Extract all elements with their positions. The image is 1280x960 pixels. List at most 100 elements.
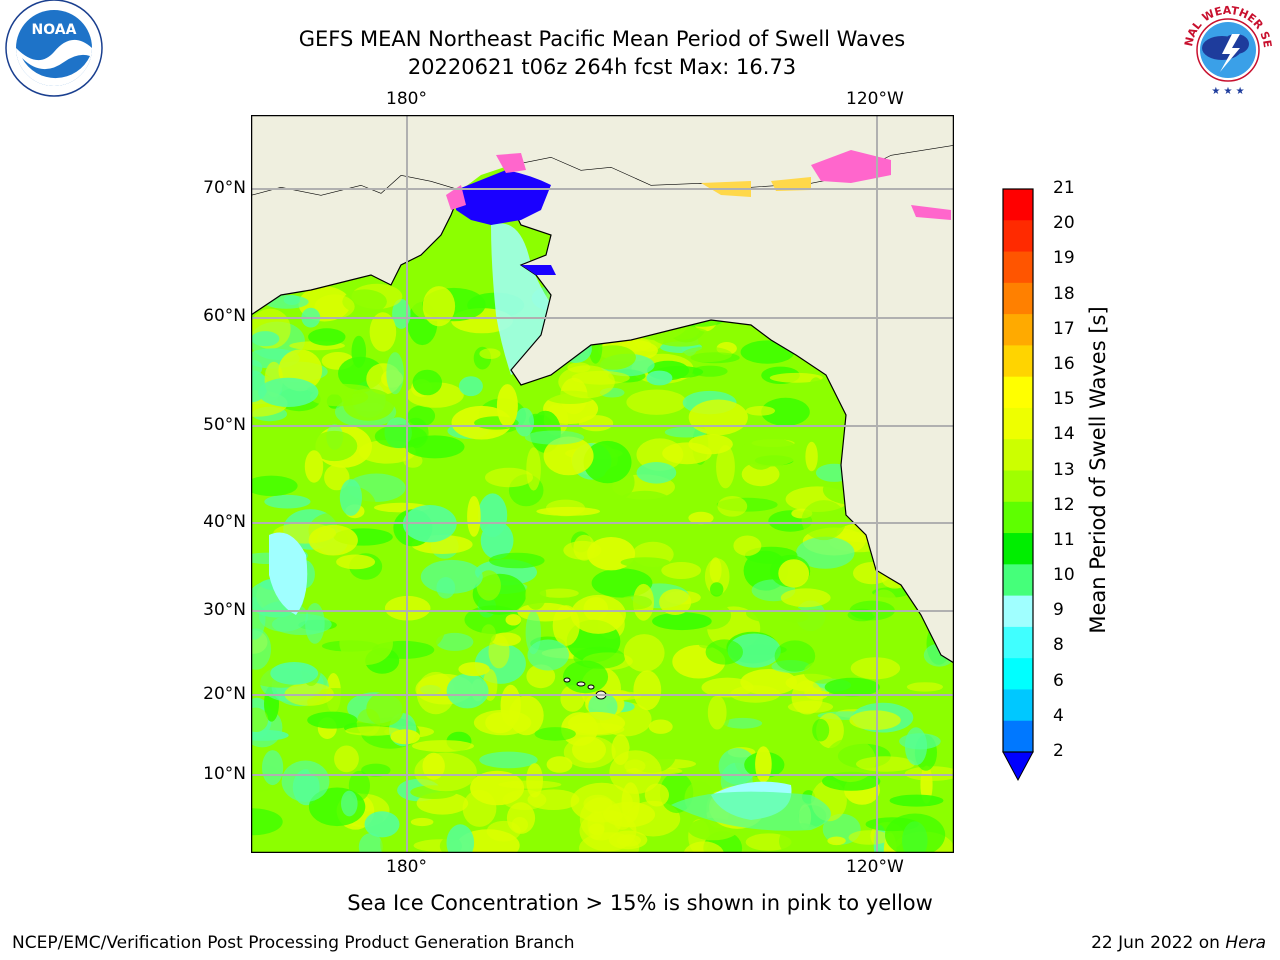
field-blotch [539, 588, 579, 598]
field-blotch [803, 660, 843, 684]
field-blotch [361, 763, 391, 777]
colorbar-segment [1003, 282, 1033, 315]
field-blotch [812, 718, 830, 742]
colorbar-segment [1003, 533, 1033, 565]
footer-date: 22 Jun 2022 on Hera [1091, 933, 1266, 953]
colorbar-tick-label: 19 [1053, 248, 1075, 269]
field-blotch [314, 294, 355, 319]
chart-subtitle: 20220621 t06z 264h fcst Max: 16.73 [407, 55, 797, 79]
field-blotch [485, 467, 533, 488]
field-blotch [281, 760, 330, 802]
field-blotch [341, 790, 358, 817]
field-blotch [526, 763, 543, 798]
field-blotch [761, 397, 810, 426]
field-blotch [904, 766, 954, 781]
field-blotch [615, 490, 674, 519]
colorbar-segment [1003, 189, 1033, 221]
field-blotch [534, 727, 576, 741]
field-blotch [506, 802, 536, 834]
svg-text:★ ★ ★: ★ ★ ★ [1211, 86, 1244, 97]
field-blotch [781, 611, 809, 623]
field-blotch [717, 496, 748, 517]
chart-title: GEFS MEAN Northeast Pacific Mean Period … [298, 27, 906, 51]
field-blotch [741, 462, 780, 487]
field-blotch [407, 405, 436, 427]
colorbar-tick-label: 14 [1053, 424, 1075, 445]
field-blotch [583, 440, 632, 484]
colorbar-segment [1003, 626, 1033, 659]
sea-ice-pink-4 [911, 205, 951, 220]
field-blotch [462, 789, 497, 827]
field-blotch [567, 362, 591, 373]
field-blotch [646, 370, 673, 386]
field-blotch [579, 810, 637, 852]
field-blotch [620, 557, 670, 568]
field-blotch [307, 711, 358, 729]
field-blotch [496, 384, 518, 428]
field-blotch [778, 559, 810, 588]
field-blotch [824, 677, 880, 697]
field-blotch [481, 624, 496, 644]
field-blotch [251, 808, 283, 836]
field-blotch [304, 450, 324, 483]
field-blotch [570, 594, 626, 634]
field-blotch [716, 445, 735, 489]
field-blotch [848, 830, 891, 845]
colorbar-tick-label: 8 [1053, 635, 1064, 656]
field-blotch [701, 677, 754, 698]
field-blotch [264, 494, 311, 509]
field-blotch [251, 475, 298, 496]
field-blotch [688, 511, 714, 525]
field-blotch [745, 406, 776, 416]
field-blotch [410, 817, 434, 827]
colorbar-extend-arrow [1002, 751, 1034, 782]
lon-label-top-120w: 120°W [846, 89, 904, 109]
lat-label-20n: 20°N [203, 684, 246, 704]
arctic-deep-blue [456, 170, 551, 225]
field-blotch [479, 751, 538, 769]
field-blotch [478, 493, 508, 538]
field-blotch [543, 436, 594, 476]
field-blotch [568, 711, 626, 735]
field-blotch [339, 582, 367, 594]
field-blotch [636, 462, 677, 484]
lat-label-60n: 60°N [203, 306, 246, 326]
footer-credit: NCEP/EMC/Verification Post Processing Pr… [12, 933, 575, 953]
colorbar-segment [1003, 251, 1033, 284]
colorbar-tick-label: 2 [1053, 741, 1064, 761]
field-blotch [258, 377, 319, 407]
field-blotch [308, 328, 346, 346]
field-blotch [661, 562, 702, 579]
field-blotch [727, 633, 781, 668]
west-cyan-patch [269, 532, 308, 615]
field-blotch [491, 632, 521, 647]
field-blotch [369, 312, 397, 352]
colorbar-segment [1003, 595, 1033, 628]
field-blotch [485, 712, 515, 734]
field-blotch [392, 298, 411, 329]
field-blotch [562, 660, 609, 694]
field-blotch [345, 726, 401, 736]
field-blotch [525, 580, 547, 610]
field-blotch [439, 460, 477, 489]
field-blotch [422, 752, 445, 780]
field-blotch [648, 719, 673, 734]
colorbar-segment [1003, 564, 1033, 597]
field-blotch [324, 464, 350, 491]
field-blotch [467, 496, 481, 537]
field-blotch [796, 536, 855, 569]
field-blotch [334, 745, 359, 773]
noaa-logo-text: NOAA [32, 22, 77, 38]
field-blotch [583, 794, 613, 814]
colorbar-tick-label: 18 [1053, 283, 1075, 304]
lon-label-bottom-180: 180° [386, 857, 427, 877]
field-blotch [906, 682, 944, 692]
colorbar-tick-label: 12 [1053, 494, 1075, 515]
field-blotch [251, 331, 280, 347]
field-blotch [489, 552, 545, 569]
field-blotch [827, 836, 846, 846]
field-blotch [681, 346, 733, 363]
nws-logo: NATIONAL WEATHER SERVICE ★ ★ ★ [1178, 0, 1275, 97]
field-blotch [904, 727, 928, 766]
colorbar-tick-label: 4 [1053, 705, 1064, 726]
